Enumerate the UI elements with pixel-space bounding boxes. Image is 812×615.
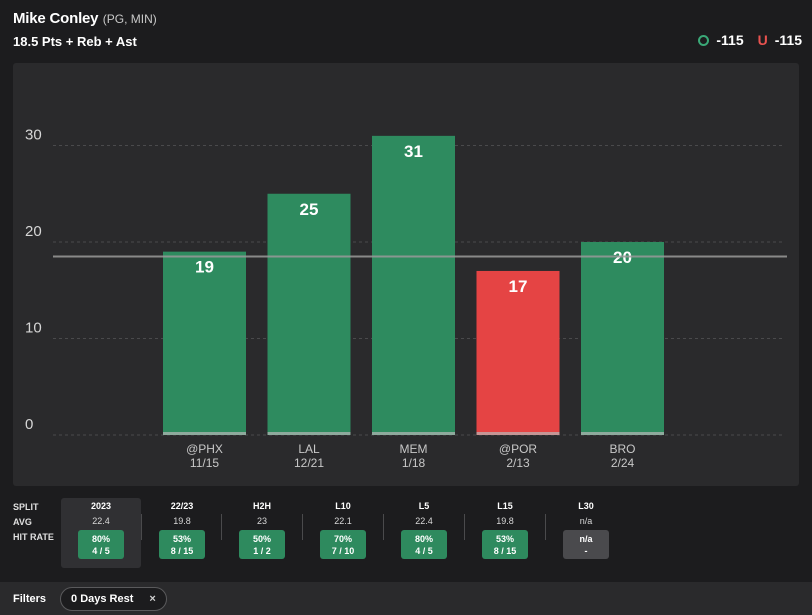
y-tick-label: 20 <box>25 223 42 240</box>
over-odds[interactable]: -115 <box>716 32 744 48</box>
under-letter: U <box>757 32 768 48</box>
x-date-label: 1/18 <box>402 456 426 470</box>
under-odds[interactable]: -115 <box>774 32 802 48</box>
y-tick-label: 0 <box>25 416 33 433</box>
hit-rate-ratio: - <box>584 546 588 556</box>
split-name: L10 <box>335 501 351 511</box>
bar-value-label: 19 <box>195 258 214 277</box>
filter-chip-days-rest[interactable]: 0 Days Rest × <box>60 586 167 611</box>
split-separator <box>383 514 384 540</box>
player-name: Mike Conley <box>13 10 99 27</box>
split-avg: n/a <box>579 516 593 526</box>
bar <box>163 251 246 435</box>
split-label: SPLIT <box>13 502 39 512</box>
header: Mike Conley (PG, MIN) 18.5 Pts + Reb + A… <box>13 10 802 54</box>
hit-rate-pct: 53% <box>172 534 191 544</box>
filter-chip-label: 0 Days Rest <box>71 592 134 605</box>
hit-rate-ratio: 8 / 15 <box>170 546 194 556</box>
hit-rate-pct: 70% <box>333 534 352 544</box>
split-column-l15[interactable]: L15 19.8 53% 8 / 15 <box>465 498 545 568</box>
player-position-team: (PG, MIN) <box>102 12 157 26</box>
bar-base <box>163 432 246 435</box>
split-avg: 22.4 <box>92 516 110 526</box>
avg-label: AVG <box>13 517 32 527</box>
odds-group: -115 U -115 <box>698 32 802 48</box>
close-icon[interactable]: × <box>149 592 156 605</box>
split-separator <box>141 514 142 540</box>
split-column-l30[interactable]: L30 n/a n/a - <box>546 498 626 568</box>
x-tick-label: BRO <box>609 442 635 456</box>
hit-rate-badge: 50% 1 / 2 <box>239 530 285 559</box>
split-column-l5[interactable]: L5 22.4 80% 4 / 5 <box>384 498 464 568</box>
hit-rate-pct: 80% <box>91 534 110 544</box>
hit-rate-badge: 53% 8 / 15 <box>482 530 528 559</box>
split-separator <box>545 514 546 540</box>
hit-rate-pct: 80% <box>414 534 433 544</box>
hit-rate-ratio: 8 / 15 <box>493 546 517 556</box>
bar-base <box>267 432 351 435</box>
split-name: L30 <box>578 501 594 511</box>
chart-panel: 0 10 20 30 19 @PHX 11/15 25 LAL 12/21 31 MEM 1/18 17 @… <box>13 63 799 486</box>
x-date-label: 11/15 <box>190 456 219 470</box>
split-row-labels: SPLIT AVG HIT RATE <box>13 502 54 547</box>
hit-rate-badge: n/a - <box>563 530 609 559</box>
filters-label: Filters <box>13 592 47 605</box>
split-avg: 19.8 <box>496 516 514 526</box>
bar-value-label: 20 <box>613 248 632 267</box>
split-separator <box>464 514 465 540</box>
bar-base <box>476 432 560 435</box>
bar-value-label: 17 <box>509 277 528 296</box>
x-tick-label: @POR <box>499 442 538 456</box>
split-avg: 22.1 <box>334 516 352 526</box>
hit-rate-badge: 53% 8 / 15 <box>159 530 205 559</box>
filters-bar: Filters 0 Days Rest × <box>0 582 812 615</box>
x-tick-label: @PHX <box>186 442 223 456</box>
split-avg: 22.4 <box>415 516 433 526</box>
x-date-label: 12/21 <box>294 456 324 470</box>
split-name: 22/23 <box>170 501 194 511</box>
bar-base <box>581 432 664 435</box>
split-separator <box>221 514 222 540</box>
split-name: 2023 <box>90 501 112 511</box>
y-tick-label: 30 <box>25 127 42 144</box>
y-tick-label: 10 <box>25 320 42 337</box>
hit-rate-label: HIT RATE <box>13 532 54 542</box>
split-column-2023[interactable]: 2023 22.4 80% 4 / 5 <box>61 498 141 568</box>
bar <box>476 270 560 435</box>
bar <box>581 242 664 435</box>
bar <box>372 135 455 435</box>
bar-value-label: 31 <box>404 142 423 161</box>
bar <box>267 193 351 435</box>
hit-rate-ratio: 7 / 10 <box>331 546 355 556</box>
split-name: L15 <box>497 501 513 511</box>
x-tick-label: LAL <box>298 442 320 456</box>
hit-rate-badge: 80% 4 / 5 <box>401 530 447 559</box>
x-date-label: 2/24 <box>611 456 635 470</box>
hit-rate-badge: 80% 4 / 5 <box>78 530 124 559</box>
x-tick-label: MEM <box>400 442 428 456</box>
hit-rate-pct: n/a <box>579 534 593 544</box>
split-name: L5 <box>418 501 430 511</box>
split-avg: 19.8 <box>173 516 191 526</box>
split-column-h2h[interactable]: H2H 23 50% 1 / 2 <box>222 498 302 568</box>
hit-rate-pct: 53% <box>495 534 514 544</box>
player-title: Mike Conley (PG, MIN) <box>13 10 802 28</box>
hit-rate-pct: 50% <box>252 534 271 544</box>
bar-value-label: 25 <box>300 200 319 219</box>
hit-rate-ratio: 1 / 2 <box>253 546 271 556</box>
split-column-2223[interactable]: 22/23 19.8 53% 8 / 15 <box>142 498 222 568</box>
prop-line: 18.5 Pts + Reb + Ast <box>13 34 137 49</box>
split-avg: 23 <box>256 516 267 526</box>
split-separator <box>302 514 303 540</box>
x-date-label: 2/13 <box>506 456 530 470</box>
splits-table: SPLIT AVG HIT RATE 2023 22.4 80% 4 / 5 22/23… <box>0 496 812 572</box>
hit-rate-badge: 70% 7 / 10 <box>320 530 366 559</box>
over-circle-icon <box>698 34 710 46</box>
hit-rate-ratio: 4 / 5 <box>415 546 433 556</box>
split-column-l10[interactable]: L10 22.1 70% 7 / 10 <box>303 498 383 568</box>
hit-rate-ratio: 4 / 5 <box>92 546 110 556</box>
split-name: H2H <box>252 501 271 511</box>
bar-base <box>372 432 455 435</box>
